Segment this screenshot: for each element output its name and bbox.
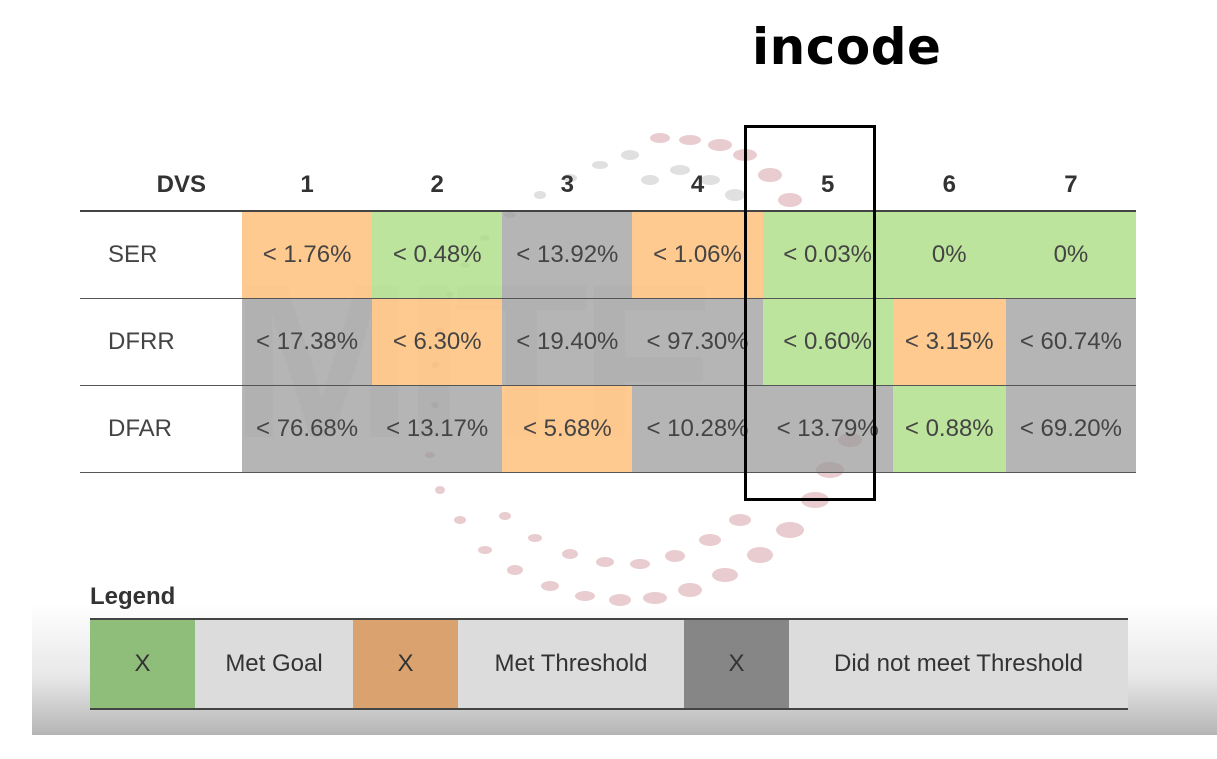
table-cell: < 13.17%: [372, 385, 503, 473]
legend: X Met Goal X Met Threshold X Did not mee…: [90, 618, 1128, 710]
table-cell: < 1.06%: [632, 211, 763, 299]
table-cell: 0%: [892, 211, 1006, 299]
column-header: 4: [632, 160, 763, 212]
table-cell: < 0.48%: [372, 211, 503, 299]
table-cell: < 0.60%: [762, 298, 893, 386]
header-row: DVS 1 2 3 4 5 6 7: [80, 160, 1136, 212]
table-cell: < 19.40%: [502, 298, 633, 386]
table-cell: < 13.79%: [762, 385, 893, 473]
brand-logo: incode: [752, 18, 942, 76]
column-header: 6: [892, 160, 1006, 212]
table-cell: < 69.20%: [1005, 385, 1136, 473]
table-cell: < 17.38%: [242, 298, 373, 386]
legend-swatch-met-threshold: X: [353, 620, 458, 708]
table-cell: < 60.74%: [1005, 298, 1136, 386]
column-header: 7: [1005, 160, 1136, 212]
column-header: 2: [372, 160, 503, 212]
column-header: 1: [242, 160, 373, 212]
table-cell: < 13.92%: [502, 211, 633, 299]
column-header: 3: [502, 160, 633, 212]
table-cell: < 10.28%: [632, 385, 763, 473]
column-5-highlight-box: [744, 125, 876, 501]
row-label: DFAR: [80, 385, 242, 473]
table-row: SER < 1.76% < 0.48% < 13.92% < 1.06% < 0…: [80, 211, 1136, 299]
row-label: SER: [80, 211, 242, 299]
table-cell: 0%: [1005, 211, 1136, 299]
table-cell: < 0.03%: [762, 211, 893, 299]
table-cell: < 0.88%: [892, 385, 1006, 473]
legend-title: Legend: [90, 583, 176, 610]
legend-label-not-met: Did not meet Threshold: [789, 620, 1128, 708]
table-cell: < 97.30%: [632, 298, 763, 386]
row-label: DFRR: [80, 298, 242, 386]
dvs-results-table: DVS 1 2 3 4 5 6 7 SER < 1.76% < 0.48% < …: [80, 160, 1136, 473]
legend-swatch-not-met: X: [684, 620, 789, 708]
legend-swatch-met-goal: X: [90, 620, 195, 708]
table-cell: < 6.30%: [372, 298, 503, 386]
table-cell: < 5.68%: [502, 385, 633, 473]
header-corner-label: DVS: [80, 160, 242, 212]
table-cell: < 76.68%: [242, 385, 373, 473]
table-row: DFRR < 17.38% < 6.30% < 19.40% < 97.30% …: [80, 298, 1136, 386]
table-cell: < 3.15%: [892, 298, 1006, 386]
table-row: DFAR < 76.68% < 13.17% < 5.68% < 10.28% …: [80, 385, 1136, 473]
legend-label-met-threshold: Met Threshold: [458, 620, 684, 708]
table-cell: < 1.76%: [242, 211, 373, 299]
legend-label-met-goal: Met Goal: [195, 620, 353, 708]
column-header: 5: [762, 160, 893, 212]
